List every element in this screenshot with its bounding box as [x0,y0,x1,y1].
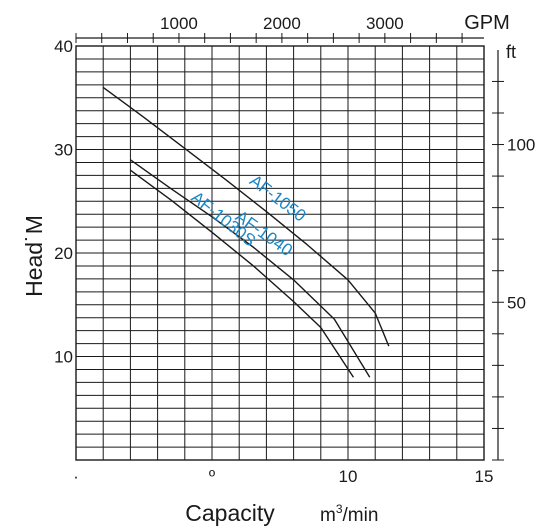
x-axis-unit: m3/min [320,502,378,526]
y-tick-label: 30 [54,141,73,160]
gpm-axis: 1000 2000 3000 [75,14,484,43]
series-line [102,86,390,347]
grid [75,45,485,461]
y-tick-label: 10 [54,348,73,367]
x-tick-label: 15 [475,467,494,486]
plot-frame [75,45,485,461]
x-tick-label: º [209,467,215,486]
x-axis-title: Capacity [185,500,275,526]
gpm-tick-label: 1000 [160,14,198,33]
x-tick-label: · [73,467,79,486]
x-tick-label: 10 [339,467,358,486]
ft-axis: 50 100 [492,50,535,461]
head-m-axis: 10 20 30 40 [54,37,73,367]
ft-unit-label: ft [506,42,516,62]
ft-tick-label: 100 [507,136,535,155]
y-tick-label: 40 [54,37,73,56]
y-tick-label: 20 [54,244,73,263]
gpm-tick-label: 2000 [263,14,301,33]
gpm-unit-label: GPM [464,12,510,34]
y-axis-title: Head˙M [21,215,47,297]
series-line [129,159,371,378]
series-line [129,169,355,378]
ft-tick-label: 50 [507,293,526,312]
gpm-tick-label: 3000 [366,14,404,33]
capacity-axis: · º 10 15 [73,467,493,486]
